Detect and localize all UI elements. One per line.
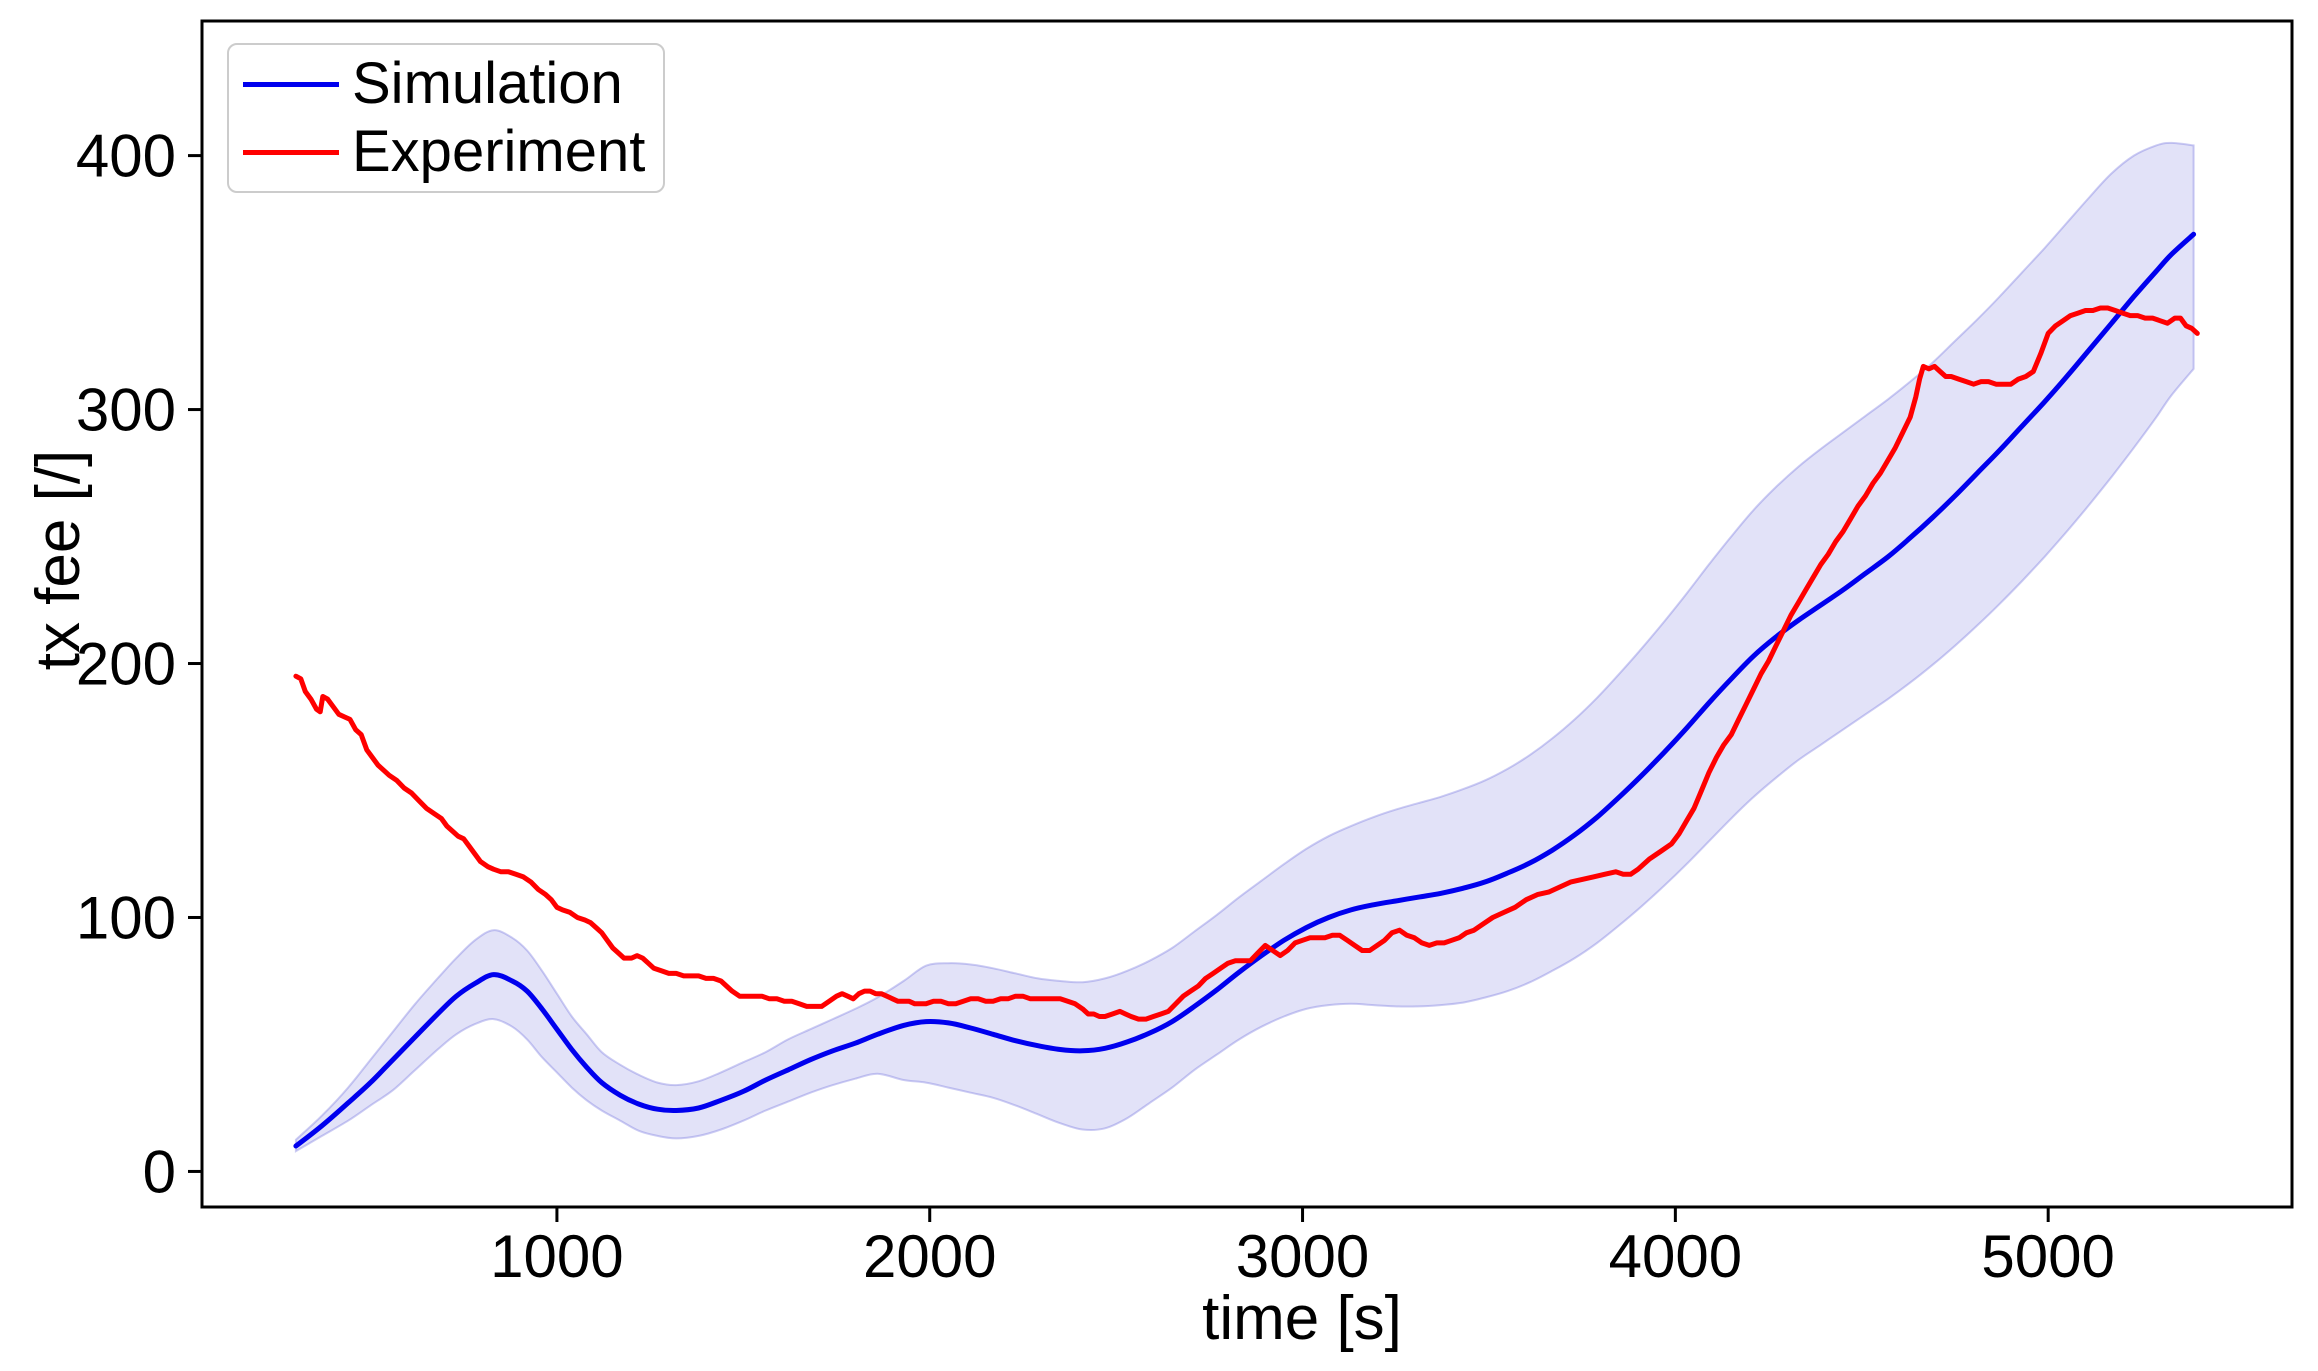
x-tick-label: 5000 [1981, 1223, 2114, 1290]
x-tick-label: 1000 [490, 1223, 623, 1290]
x-tick-label: 3000 [1236, 1223, 1369, 1290]
experiment-line [293, 305, 2200, 1022]
y-tick-label: 0 [143, 1138, 176, 1205]
x-tick-label: 2000 [863, 1223, 996, 1290]
simulation-line-swatch [243, 81, 339, 87]
experiment-line-swatch [243, 149, 339, 155]
x-tick-label: 4000 [1609, 1223, 1742, 1290]
y-tick-label: 300 [76, 377, 176, 444]
simulation-confidence-band [294, 141, 2195, 1153]
plot-frame [200, 19, 2294, 1209]
legend-label-experiment: Experiment [352, 119, 646, 184]
y-axis-label: tx fee [/] [24, 449, 93, 671]
legend-item-simulation: Simulation [229, 55, 663, 113]
y-tick-label: 200 [76, 631, 176, 698]
legend-label-simulation: Simulation [352, 51, 623, 116]
x-axis-label: time [s] [1202, 1284, 1402, 1353]
simulation-line [293, 231, 2197, 1149]
y-tick-label: 400 [76, 123, 176, 190]
legend: Simulation Experiment [227, 43, 665, 193]
legend-item-experiment: Experiment [229, 123, 663, 181]
y-tick-label: 100 [76, 884, 176, 951]
